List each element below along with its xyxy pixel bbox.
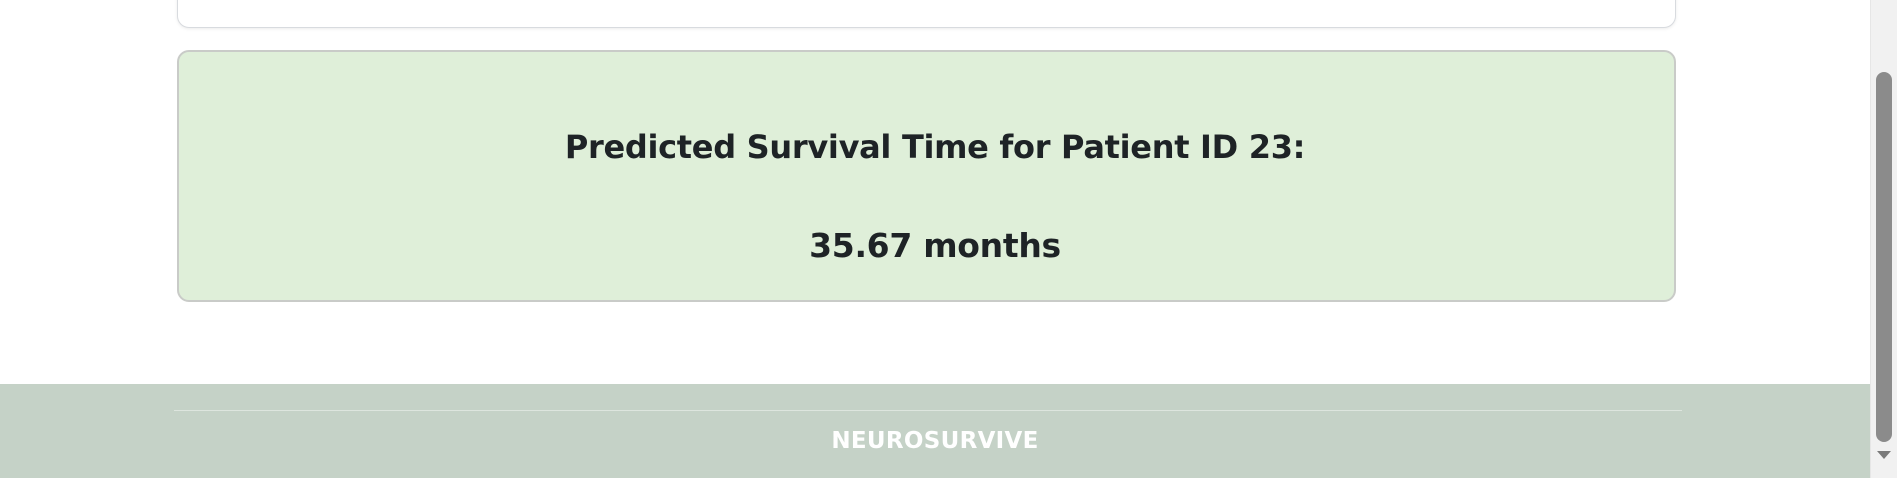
- previous-form-card: [177, 0, 1676, 28]
- prediction-result-card: [177, 50, 1676, 302]
- footer-brand: NEUROSURVIVE: [831, 428, 1039, 454]
- prediction-value: 35.67 months: [809, 226, 1061, 265]
- footer-divider: [174, 410, 1682, 411]
- site-footer: NEUROSURVIVE: [0, 384, 1870, 478]
- vertical-scrollbar[interactable]: [1870, 0, 1897, 478]
- scroll-down-arrow-icon[interactable]: [1877, 451, 1891, 459]
- scrollbar-thumb[interactable]: [1876, 72, 1892, 442]
- prediction-title: Predicted Survival Time for Patient ID 2…: [564, 128, 1306, 166]
